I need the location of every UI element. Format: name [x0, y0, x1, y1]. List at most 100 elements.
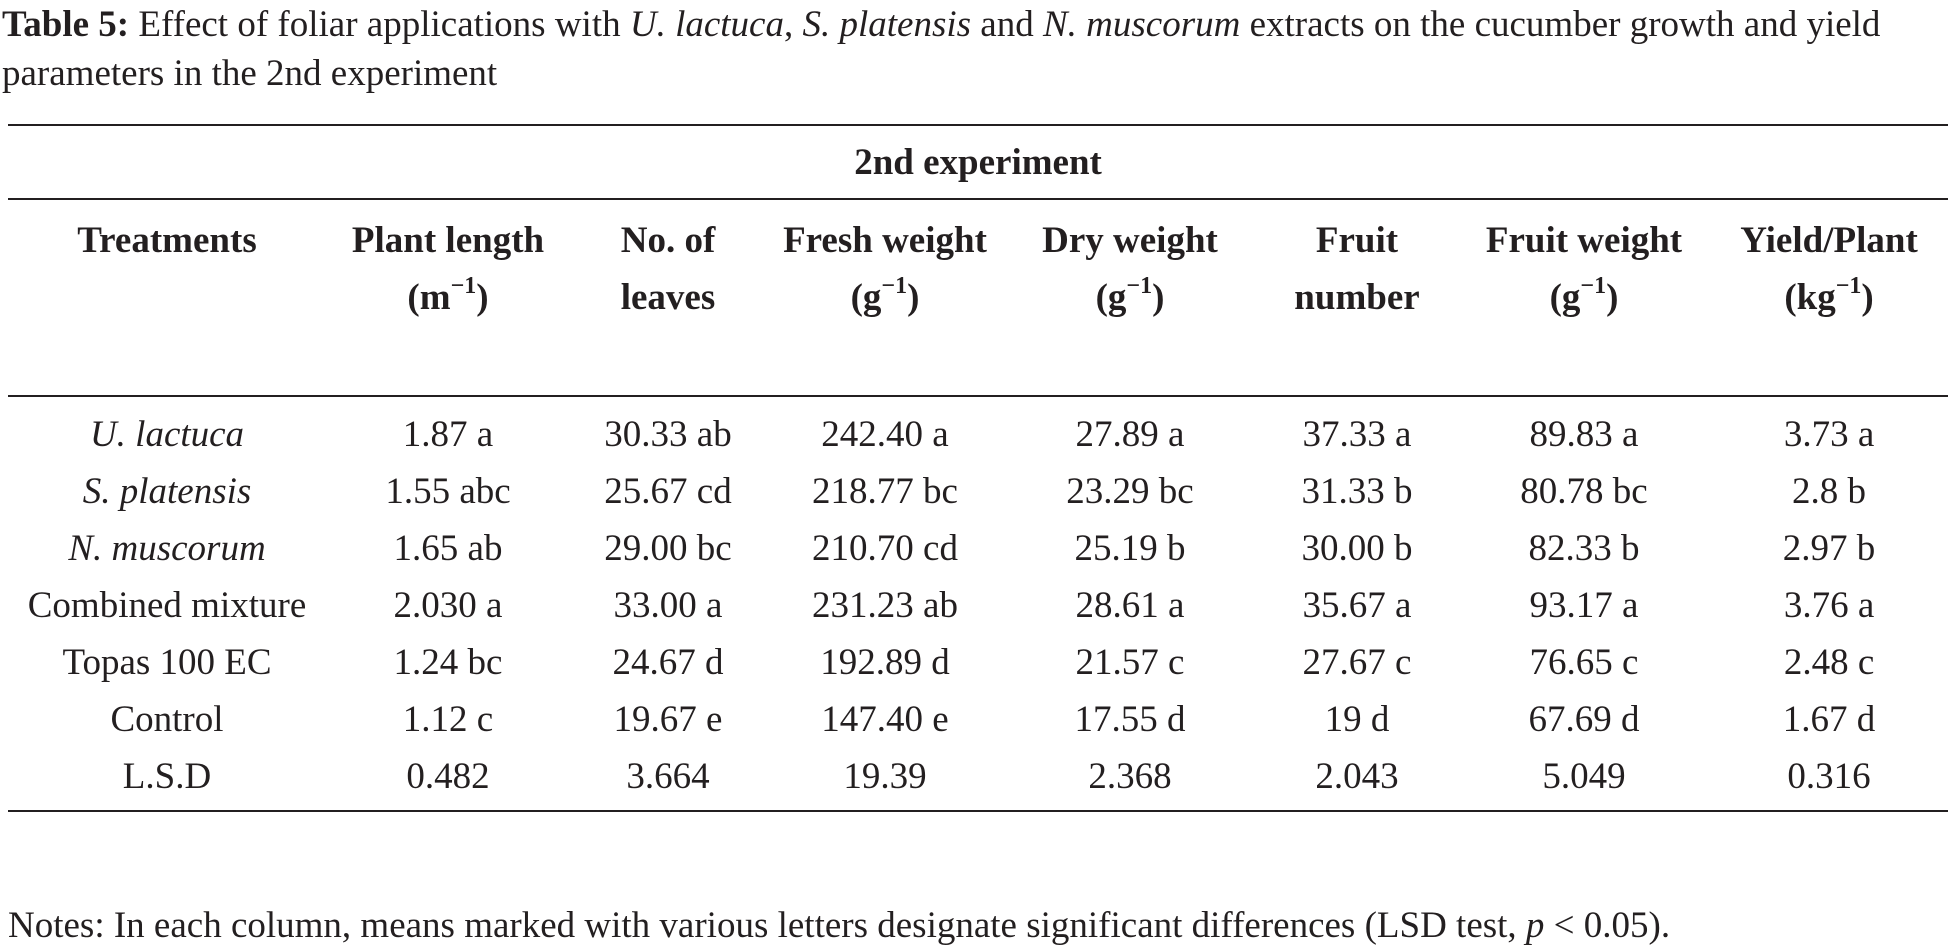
value-cell: 242.40 a [821, 414, 949, 455]
table-notes: Notes: In each column, means marked with… [8, 901, 1948, 951]
caption-text: extracts on the cucumber growth and yiel… [2, 4, 1881, 94]
notes-text: Notes: In each column, means marked with… [8, 905, 1526, 946]
table-row: S. platensis 1.55 abc 25.67 cd 218.77 bc 23.… [8, 463, 1948, 520]
value-cell: 147.40 e [821, 699, 949, 740]
column-header-row: Treatments Plant length (m−1) No. of leave… [8, 199, 1949, 397]
results-table: 2nd experiment Treatments Plant length (m… [8, 124, 1949, 812]
table-row: N. muscorum 1.65 ab 29.00 bc 210.70 cd 25.19… [8, 520, 1948, 577]
notes-tail: < 0.05). [1544, 905, 1671, 946]
value-cell: 2.368 [1004, 748, 1256, 812]
value-cell: 2.48 c [1783, 642, 1875, 683]
caption-separator: , [783, 4, 803, 45]
column-header: Plant length (m−1) [326, 199, 570, 397]
value-cell: 192.89 d [820, 642, 950, 683]
caption-species: U. lactuca [629, 4, 784, 45]
value-cell: 2.030 a [393, 585, 503, 626]
value-cell: 1.55 abc [385, 471, 511, 512]
value-cell: 1.12 c [402, 699, 494, 740]
table-row: Control 1.12 c 19.67 e 147.40 e 17.55 d 19 d 6… [8, 691, 1948, 748]
value-cell: 33.00 a [613, 585, 723, 626]
value-cell: 67.69 d [1528, 699, 1640, 740]
value-cell: 231.23 ab [812, 585, 958, 626]
table-row: Topas 100 EC 1.24 bc 24.67 d 192.89 d 21.57 … [8, 634, 1948, 691]
value-cell: 5.049 [1458, 748, 1710, 812]
value-cell: 3.73 a [1783, 414, 1875, 455]
value-cell: 28.61 a [1075, 585, 1185, 626]
column-header-unit: −1 [1835, 273, 1862, 299]
value-cell: 31.33 b [1301, 471, 1413, 512]
column-header: Fresh weight (g−1) [766, 199, 1004, 397]
column-header-label: Treatments [77, 220, 257, 261]
column-header-suffix: ) [1861, 277, 1874, 318]
column-header-unit: −1 [1126, 273, 1153, 299]
value-cell: 210.70 cd [812, 528, 958, 569]
column-header-label: Fruit weight (g [1485, 220, 1683, 318]
column-header: Treatments [8, 199, 326, 397]
caption-label: Table 5: [2, 4, 130, 45]
value-cell: 89.83 a [1529, 414, 1639, 455]
value-cell: 27.67 c [1302, 642, 1412, 683]
value-cell: 25.67 cd [604, 471, 732, 512]
value-cell: 19.39 [766, 748, 1004, 812]
column-header: No. of leaves [570, 199, 766, 397]
caption-species: S. platensis [802, 4, 972, 45]
table-body: U. lactuca 1.87 a 30.33 ab 242.40 a 27.89 a 3… [8, 396, 1949, 812]
column-header-label: Fresh weight (g [783, 220, 987, 318]
value-cell: 19.67 e [613, 699, 723, 740]
value-cell: 17.55 d [1074, 699, 1186, 740]
value-cell: 19 d [1324, 699, 1390, 740]
group-header: 2nd experiment [8, 124, 1949, 200]
table-row: U. lactuca 1.87 a 30.33 ab 242.40 a 27.89 a 3… [8, 396, 1948, 463]
column-header-unit: −1 [881, 273, 908, 299]
treatment-cell: Topas 100 EC [62, 642, 272, 683]
caption-species: N. muscorum [1042, 4, 1241, 45]
column-header-label: No. of leaves [620, 220, 716, 318]
table-row: Combined mixture 2.030 a 33.00 a 231.23 ab 2… [8, 577, 1948, 634]
column-header: Yield/Plant (kg−1) [1710, 199, 1949, 397]
treatment-cell: L.S.D [8, 748, 326, 812]
treatment-cell: U. lactuca [89, 414, 245, 455]
column-header-suffix: ) [907, 277, 920, 318]
value-cell: 24.67 d [612, 642, 724, 683]
value-cell: 25.19 b [1074, 528, 1186, 569]
caption-separator: and [971, 4, 1043, 45]
value-cell: 1.67 d [1782, 699, 1876, 740]
column-header: Dry weight (g−1) [1004, 199, 1256, 397]
column-header: Fruit number [1256, 199, 1458, 397]
treatment-cell: Combined mixture [27, 585, 307, 626]
value-cell: 93.17 a [1529, 585, 1639, 626]
treatment-cell: N. muscorum [68, 528, 266, 569]
value-cell: 37.33 a [1302, 414, 1412, 455]
column-header-unit: −1 [450, 273, 477, 299]
value-cell: 27.89 a [1075, 414, 1185, 455]
value-cell: 21.57 c [1075, 642, 1185, 683]
treatment-cell: Control [110, 699, 224, 740]
value-cell: 3.664 [570, 748, 766, 812]
value-cell: 30.33 ab [604, 414, 732, 455]
column-header-suffix: ) [1606, 277, 1619, 318]
value-cell: 1.87 a [402, 414, 494, 455]
column-header-label: Yield/Plant (kg [1740, 220, 1918, 318]
table-row: L.S.D 0.482 3.664 19.39 2.368 2.043 5.049 0.316 [8, 748, 1949, 812]
value-cell: 35.67 a [1302, 585, 1412, 626]
value-cell: 1.24 bc [393, 642, 503, 683]
column-header: Fruit weight (g−1) [1458, 199, 1710, 397]
value-cell: 2.97 b [1782, 528, 1876, 569]
table-caption: Table 5: Effect of foliar applications w… [2, 0, 1952, 98]
value-cell: 0.316 [1710, 748, 1949, 812]
value-cell: 82.33 b [1528, 528, 1640, 569]
caption-text: Effect of foliar applications with [129, 4, 630, 45]
value-cell: 2.043 [1256, 748, 1458, 812]
value-cell: 30.00 b [1301, 528, 1413, 569]
value-cell: 76.65 c [1529, 642, 1639, 683]
value-cell: 0.482 [326, 748, 570, 812]
value-cell: 80.78 bc [1520, 471, 1648, 512]
value-cell: 2.8 b [1792, 471, 1867, 512]
column-header-label: Fruit number [1294, 220, 1420, 318]
column-header-suffix: ) [1152, 277, 1165, 318]
column-header-label: Dry weight (g [1042, 220, 1218, 318]
value-cell: 1.65 ab [393, 528, 503, 569]
value-cell: 3.76 a [1783, 585, 1875, 626]
value-cell: 29.00 bc [604, 528, 732, 569]
